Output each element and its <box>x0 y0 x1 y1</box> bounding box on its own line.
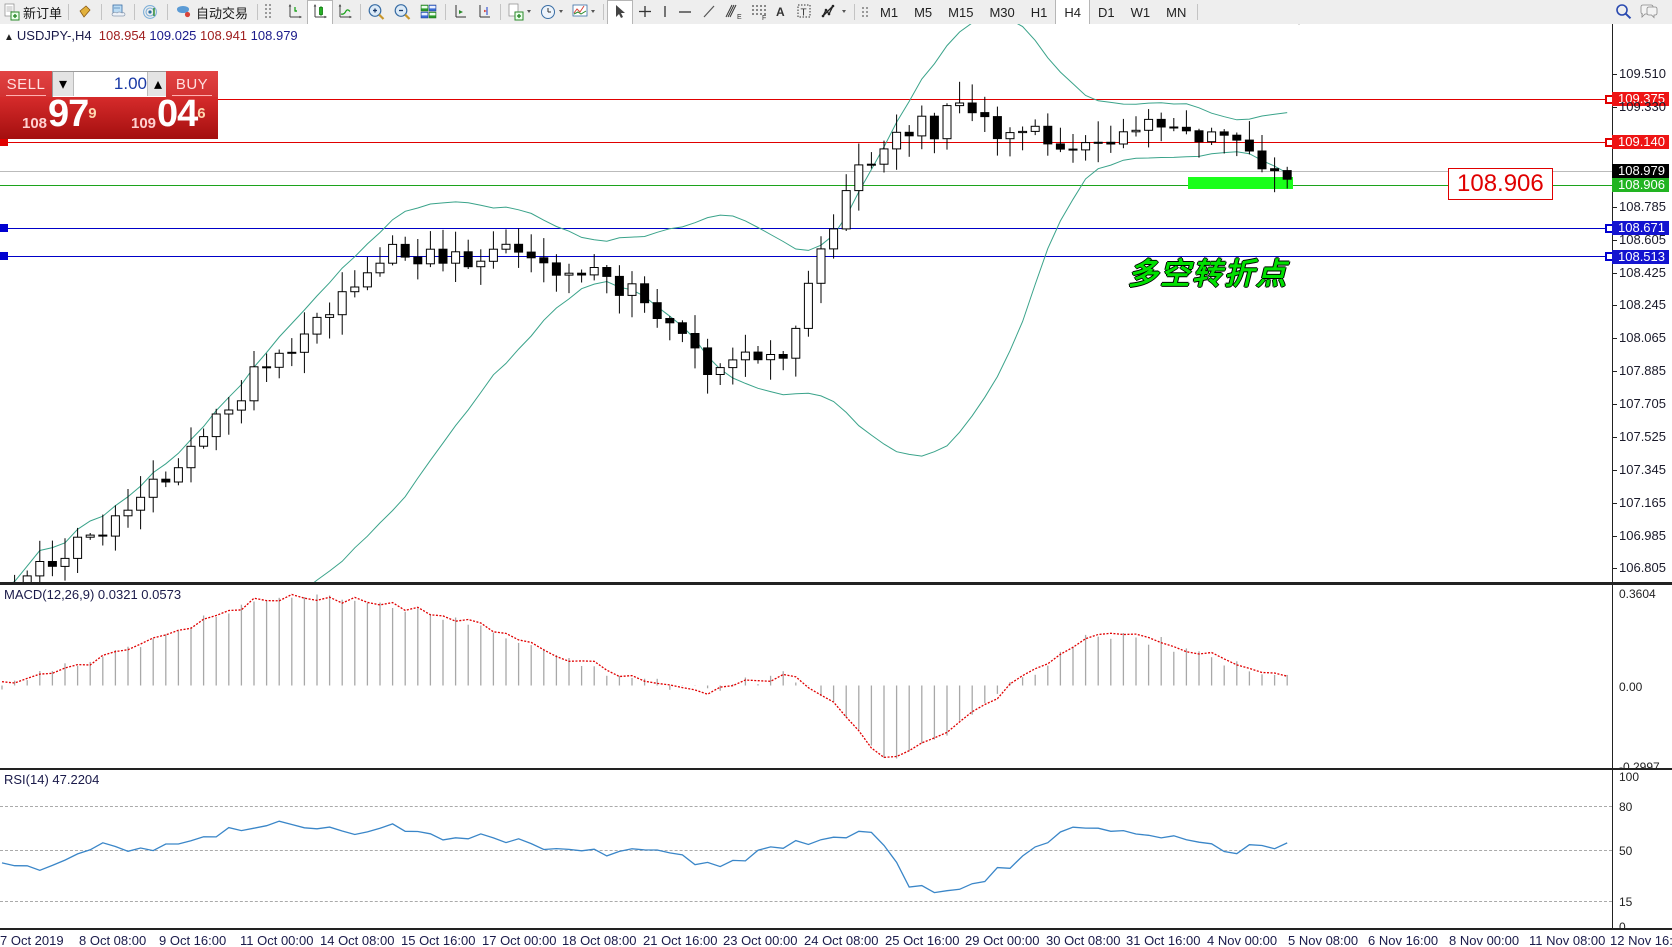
svg-text:E: E <box>737 14 742 21</box>
svg-text:F: F <box>762 15 766 21</box>
svg-text:A: A <box>776 5 785 19</box>
svg-text:T: T <box>801 8 807 19</box>
